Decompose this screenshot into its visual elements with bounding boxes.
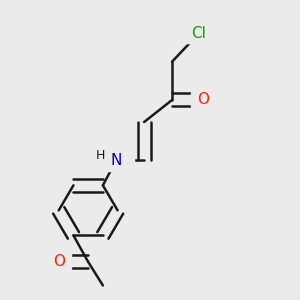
Text: H: H bbox=[95, 149, 105, 162]
Bar bbox=[191, 91, 215, 109]
Bar bbox=[104, 152, 128, 169]
Text: Cl: Cl bbox=[191, 26, 206, 41]
Bar bbox=[184, 24, 213, 43]
Text: O: O bbox=[53, 254, 65, 269]
Text: O: O bbox=[197, 92, 209, 107]
Bar bbox=[98, 150, 134, 171]
Bar bbox=[47, 253, 70, 271]
Bar bbox=[187, 25, 210, 43]
Text: N: N bbox=[110, 153, 122, 168]
